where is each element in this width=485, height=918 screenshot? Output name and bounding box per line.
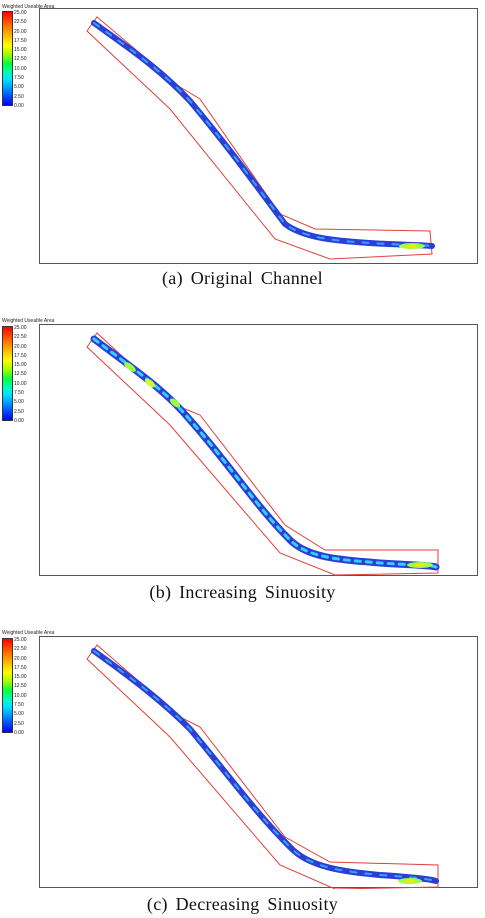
legend-ticks: 25.00 22.50 20.00 17.50 15.00 12.50 10.00 7.… bbox=[14, 325, 27, 424]
legend-ticks: 25.00 22.50 20.00 17.50 15.00 12.50 10.00 7.… bbox=[14, 10, 27, 109]
panel-original-channel: Weighted Useable Area 25.00 22.50 20.00 17… bbox=[0, 0, 485, 300]
channel-boundary bbox=[86, 644, 439, 889]
map-frame bbox=[39, 636, 478, 889]
caption-b: (b) Increasing Sinuosity bbox=[149, 582, 336, 602]
caption-c: (c) Decreasing Sinuosity bbox=[146, 894, 339, 914]
channel-map bbox=[86, 332, 440, 576]
legend-title: Weighted Useable Area bbox=[2, 630, 55, 636]
channel-map bbox=[86, 644, 439, 889]
channel-boundary bbox=[86, 16, 433, 260]
high-value-patch bbox=[124, 362, 136, 372]
legend-title: Weighted Useable Area bbox=[2, 4, 55, 10]
flow-habitat-band bbox=[90, 335, 440, 571]
caption-a: (a) Original Channel bbox=[162, 268, 323, 288]
flow-habitat-band bbox=[91, 648, 439, 884]
channel-map bbox=[86, 16, 435, 260]
map-frame bbox=[39, 8, 478, 264]
panel-increasing-sinuosity: Weighted Useable Area 25.00 22.50 20.00 17… bbox=[0, 310, 485, 610]
color-legend-bar bbox=[2, 638, 13, 733]
legend-title: Weighted Useable Area bbox=[2, 318, 55, 324]
legend-ticks: 25.00 22.50 20.00 17.50 15.00 12.50 10.00 7.… bbox=[14, 637, 27, 736]
color-legend-bar bbox=[2, 11, 13, 106]
channel-boundary bbox=[86, 332, 439, 576]
panel-decreasing-sinuosity: Weighted Useable Area 25.00 22.50 20.00 17… bbox=[0, 626, 485, 918]
flow-habitat-band bbox=[91, 20, 435, 249]
color-legend-bar bbox=[2, 326, 13, 421]
map-frame bbox=[39, 324, 478, 576]
